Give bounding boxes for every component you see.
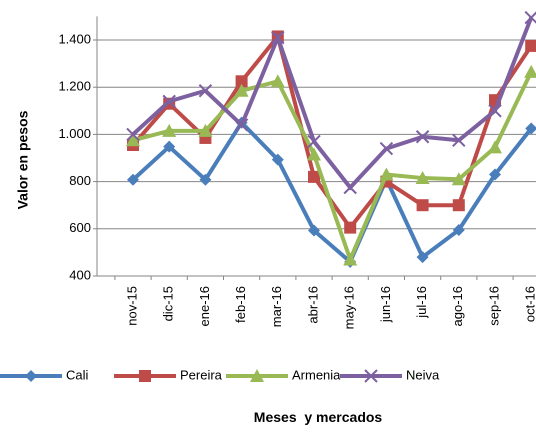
marker (199, 173, 212, 186)
x-tick-label: jul-16 (414, 286, 429, 319)
marker (250, 369, 264, 382)
marker (126, 127, 140, 142)
y-axis-title: Valor en pesos (15, 110, 31, 209)
marker (162, 123, 177, 137)
marker (308, 170, 320, 183)
marker (524, 64, 536, 78)
marker (162, 94, 176, 109)
legend-label: Armenia (292, 367, 341, 382)
marker (451, 172, 466, 186)
legend-label: Neiva (406, 367, 440, 382)
series-line (131, 16, 534, 191)
marker (307, 134, 321, 149)
marker (270, 74, 285, 88)
x-tick-label: feb-16 (233, 286, 248, 323)
y-tick-label: 1.400 (58, 31, 91, 46)
x-tick-label: ene-16 (197, 286, 212, 326)
marker (416, 251, 429, 264)
x-tick-label: may-16 (342, 286, 357, 329)
x-tick-label: dic-15 (161, 286, 176, 321)
marker (379, 141, 394, 156)
y-tick-label: 400 (69, 267, 91, 282)
marker (271, 30, 285, 45)
marker (307, 147, 321, 161)
x-tick-label: ago-16 (450, 286, 465, 326)
x-tick-label: oct-16 (523, 286, 536, 322)
marker (235, 75, 248, 88)
x-tick-label: nov-15 (124, 286, 139, 326)
marker (343, 252, 358, 266)
x-tick-label: abr-16 (305, 286, 320, 324)
marker (488, 140, 502, 154)
marker (139, 370, 151, 382)
series-line (131, 119, 533, 266)
marker (308, 224, 320, 237)
y-tick-label: 1.200 (58, 79, 91, 94)
marker (525, 122, 536, 135)
y-tick-label: 600 (69, 220, 91, 235)
marker (234, 83, 249, 97)
x-tick-label: mar-16 (269, 286, 284, 327)
marker (379, 167, 394, 181)
x-axis-title: Meses y mercados (254, 409, 383, 425)
marker (416, 199, 429, 212)
marker (127, 173, 139, 186)
x-tick-label: jun-16 (378, 286, 393, 323)
marker (271, 153, 284, 166)
series-line (132, 70, 534, 266)
y-tick-label: 1.000 (58, 126, 91, 141)
marker (452, 199, 465, 212)
marker (415, 130, 430, 144)
marker (524, 10, 536, 25)
marker (344, 221, 357, 234)
marker (452, 223, 465, 236)
marker (234, 118, 249, 132)
marker (343, 180, 357, 195)
marker (364, 369, 378, 383)
legend-label: Pereira (180, 367, 223, 382)
y-tick-label: 800 (69, 173, 91, 188)
marker (163, 140, 176, 153)
x-tick-label: sep-16 (486, 286, 501, 326)
marker (452, 133, 466, 148)
legend-label: Cali (66, 367, 89, 382)
marker (126, 133, 140, 147)
marker (25, 370, 37, 382)
marker (525, 39, 536, 52)
marker (415, 171, 430, 185)
marker (198, 123, 213, 137)
marker (489, 168, 501, 181)
marker (198, 84, 213, 98)
marker (488, 104, 502, 118)
